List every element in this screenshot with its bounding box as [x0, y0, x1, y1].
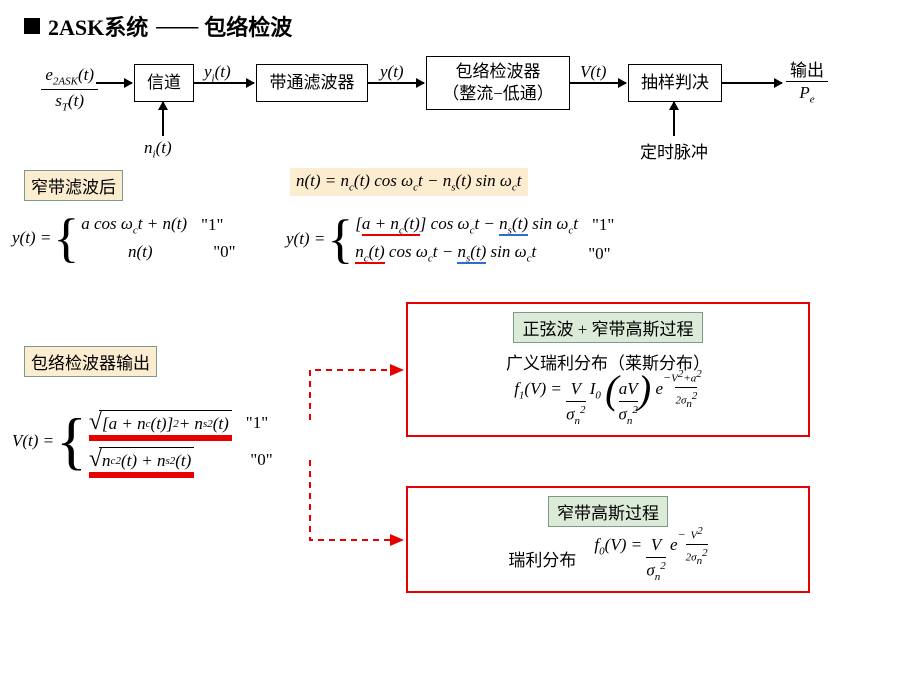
- rice-box: 正弦波 + 窄带高斯过程 广义瑞利分布（莱斯分布） f1(V) = Vσn2 I…: [406, 302, 810, 437]
- vt-case1: √[a + nc(t)]2 + ns2(t): [89, 410, 232, 435]
- rice-title: 正弦波 + 窄带高斯过程: [513, 312, 702, 343]
- page-title: 2ASK系统 —— 包络检波: [24, 10, 900, 42]
- rayleigh-box: 窄带高斯过程 瑞利分布 f0(V) = Vσn2 e−V22σn2: [406, 486, 810, 593]
- box-channel: 信道: [134, 64, 194, 102]
- vt-cases: V(t) = { √[a + nc(t)]2 + ns2(t) "1" √nc2…: [12, 410, 273, 472]
- sig-V: V(t): [580, 62, 606, 82]
- sig-y: y(t): [380, 62, 404, 82]
- sig-yi: yi(t): [204, 62, 231, 84]
- sec1-label: 窄带滤波后: [24, 170, 123, 201]
- output-label: 输出 Pe: [786, 62, 828, 105]
- arrow-noise: [162, 102, 164, 136]
- arrow: [722, 82, 782, 84]
- timing-label: 定时脉冲: [640, 138, 708, 163]
- rayleigh-formula: 瑞利分布 f0(V) = Vσn2 e−V22σn2: [418, 535, 798, 583]
- box-decision: 抽样判决: [628, 64, 722, 102]
- block-diagram: e2ASK(t) sT(t) 信道 yi(t) 带通滤波器 y(t) 包络检波器…: [40, 48, 900, 168]
- arrow: [368, 82, 424, 84]
- title-main: 2ASK系统: [48, 10, 148, 42]
- yt-left: y(t) = { a cos ωct + n(t)"1" n(t)"0": [12, 214, 236, 262]
- rice-formula: f1(V) = Vσn2 I0 (aVσn2) e−V2+a22σn2: [418, 378, 798, 427]
- yt-right: y(t) = { [a + nc(t)] cos ωct − ns(t) sin…: [286, 214, 614, 265]
- arrow: [570, 82, 626, 84]
- vt-case0: √nc2(t) + ns2(t): [89, 447, 194, 472]
- nt-equation: n(t) = nc(t) cos ωct − ns(t) sin ωct: [290, 168, 528, 196]
- box-envelope-detector: 包络检波器（整流−低通）: [426, 56, 570, 110]
- arrow: [96, 82, 132, 84]
- sec2-label: 包络检波器输出: [24, 346, 157, 377]
- box-bpf: 带通滤波器: [256, 64, 368, 102]
- arrow-timing: [673, 102, 675, 136]
- rayleigh-title: 窄带高斯过程: [548, 496, 668, 527]
- noise-label: ni(t): [144, 138, 172, 160]
- input-signal: e2ASK(t) sT(t): [28, 66, 98, 114]
- title-sub: 包络检波: [204, 10, 292, 42]
- title-dash: ——: [156, 13, 196, 39]
- title-bullet: [24, 18, 40, 34]
